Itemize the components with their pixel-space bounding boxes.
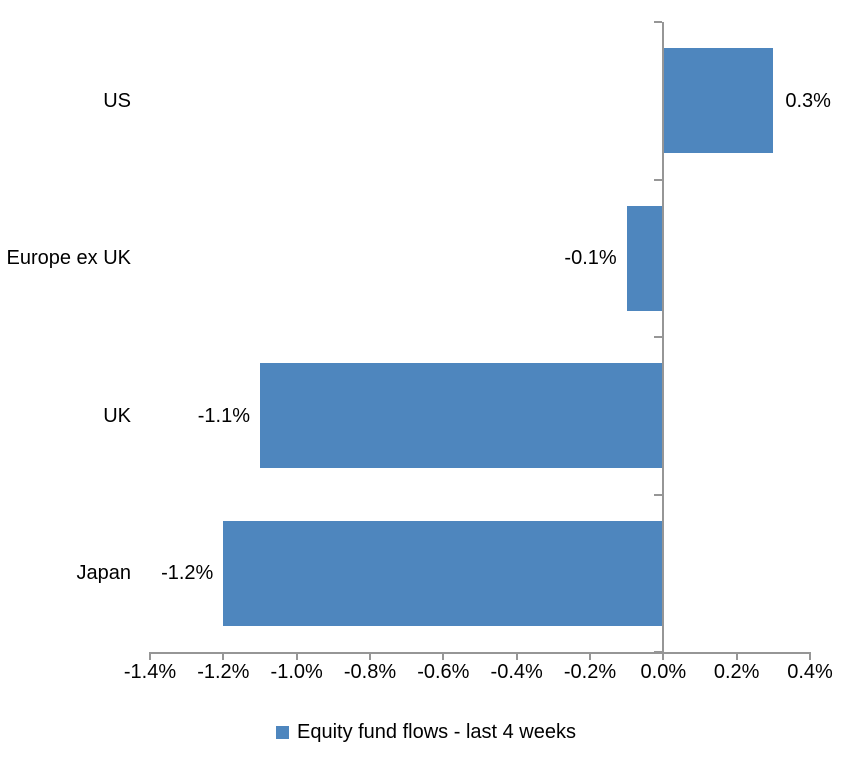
y-axis-tick bbox=[654, 651, 663, 653]
x-axis-tick-label: -0.8% bbox=[343, 661, 397, 683]
y-axis-tick bbox=[654, 21, 663, 23]
y-axis-tick bbox=[654, 336, 663, 338]
x-axis-tick-label: -1.4% bbox=[123, 661, 177, 683]
x-axis-tick bbox=[442, 652, 445, 660]
x-axis-tick bbox=[735, 652, 738, 660]
x-axis-tick bbox=[222, 652, 225, 660]
value-label: -1.2% bbox=[161, 562, 214, 585]
x-axis-tick-label: -0.2% bbox=[563, 661, 617, 683]
x-axis-tick-label: 0.0% bbox=[640, 661, 687, 683]
x-axis-tick bbox=[809, 652, 811, 660]
legend-series-marker-icon bbox=[275, 725, 289, 739]
x-axis-tick-label: -0.6% bbox=[417, 661, 470, 683]
x-axis-tick-label: 0.4% bbox=[787, 661, 833, 683]
value-label: -0.1% bbox=[564, 247, 617, 270]
x-axis-tick bbox=[295, 652, 298, 660]
x-axis-tick-label: -0.4% bbox=[490, 661, 543, 683]
y-axis-tick bbox=[654, 493, 663, 496]
x-axis-tick bbox=[515, 652, 518, 660]
bar-us bbox=[663, 48, 774, 154]
value-label: -1.1% bbox=[197, 404, 250, 427]
y-axis-line bbox=[662, 22, 665, 654]
x-axis-line bbox=[150, 652, 810, 654]
x-axis-tick-label: -1.2% bbox=[197, 661, 250, 683]
category-label: US bbox=[103, 89, 131, 112]
x-axis-tick bbox=[662, 652, 665, 660]
bar-uk bbox=[260, 363, 664, 469]
category-label: UK bbox=[103, 404, 131, 427]
category-label: Europe ex UK bbox=[6, 247, 131, 270]
y-axis-tick bbox=[654, 178, 663, 181]
legend: Equity fund flows - last 4 weeks bbox=[0, 717, 852, 747]
x-axis-tick-label: 0.2% bbox=[713, 661, 760, 683]
bar-japan bbox=[223, 520, 664, 626]
x-axis-tick bbox=[589, 652, 591, 660]
value-label: 0.3% bbox=[785, 89, 831, 112]
category-label: Japan bbox=[76, 562, 132, 585]
x-axis-tick bbox=[369, 652, 371, 660]
legend-label: Equity fund flows - last 4 weeks bbox=[296, 721, 576, 743]
bar-europe-ex-uk bbox=[626, 205, 664, 311]
x-axis-tick bbox=[149, 652, 151, 660]
x-axis-tick-label: -1.0% bbox=[270, 661, 323, 683]
